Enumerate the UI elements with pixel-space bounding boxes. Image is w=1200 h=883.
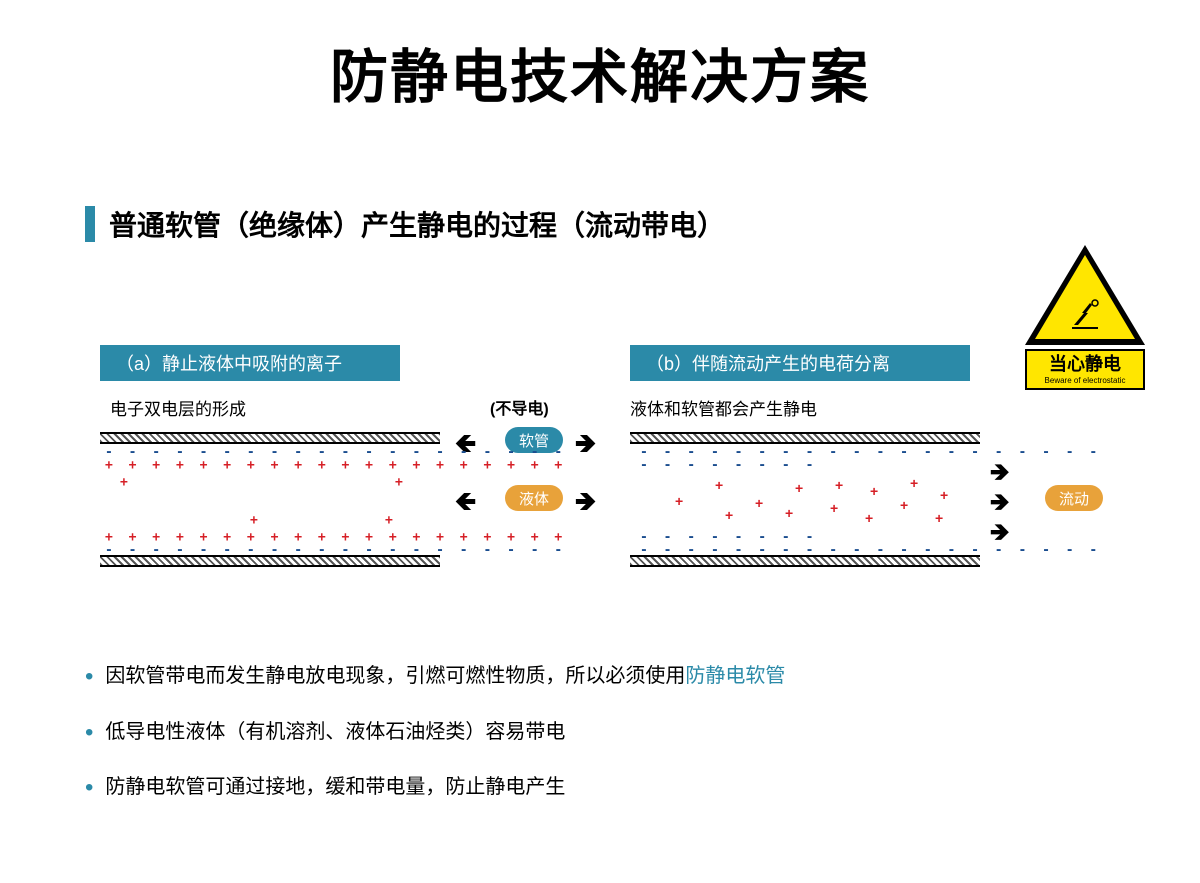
arrow-right-icon: 🡺 xyxy=(575,425,596,469)
charge-plus: + xyxy=(935,510,943,526)
section-accent-bar xyxy=(85,206,95,242)
charge-plus: + xyxy=(395,475,407,490)
arrow-left-icon: 🡸 xyxy=(455,483,476,527)
charge-plus: + xyxy=(120,475,132,490)
flow-pill: 流动 xyxy=(1045,485,1103,511)
charge-plus: + xyxy=(755,495,763,511)
bullet-text: 因软管带电而发生静电放电现象，引燃可燃性物质，所以必须使用 xyxy=(105,665,685,687)
column-b-header: （b）伴随流动产生的电荷分离 xyxy=(630,345,970,381)
charge-plus: + xyxy=(900,497,908,513)
charge-plus: + xyxy=(795,480,803,496)
section-header: 普通软管（绝缘体）产生静电的过程（流动带电） xyxy=(85,204,1200,244)
diagram-area: （a）静止液体中吸附的离子 （b）伴随流动产生的电荷分离 电子双电层的形成 液体… xyxy=(85,345,1145,605)
charge-plus: + xyxy=(385,513,397,528)
bullet-item: 因软管带电而发生静电放电现象，引燃可燃性物质，所以必须使用防静电软管 xyxy=(85,660,1115,694)
charge-plus: + xyxy=(870,483,878,499)
charge-row-minus: - - - - - - - - - - - - - - - - - - - - xyxy=(105,543,566,558)
bullet-list: 因软管带电而发生静电放电现象，引燃可燃性物质，所以必须使用防静电软管 低导电性液… xyxy=(85,660,1115,827)
charge-plus: + xyxy=(250,513,262,528)
charge-plus: + xyxy=(835,477,843,493)
bullet-item: 低导电性液体（有机溶剂、液体石油烃类）容易带电 xyxy=(85,716,1115,750)
charge-plus: + xyxy=(675,493,683,509)
arrow-right-icon: 🡺 xyxy=(575,483,596,527)
column-a-caption: 电子双电层的形成 xyxy=(110,395,246,420)
bullet-text: 防静电软管可通过接地，缓和带电量，防止静电产生 xyxy=(105,771,565,803)
tube-wall xyxy=(100,432,440,444)
charge-row-minus: - - - - - - - - - - - - - - - - - - - - xyxy=(640,543,1101,558)
charge-plus: + xyxy=(940,487,948,503)
charge-plus-cloud: ++++++++++++++ xyxy=(675,475,965,525)
charge-plus: + xyxy=(785,505,793,521)
electrostatic-icon xyxy=(1068,299,1102,333)
bullet-text: 低导电性液体（有机溶剂、液体石油烃类）容易带电 xyxy=(105,716,565,748)
charge-plus: + xyxy=(725,507,733,523)
charge-plus: + xyxy=(865,510,873,526)
column-b-caption: 液体和软管都会产生静电 xyxy=(630,395,817,420)
bullet-item: 防静电软管可通过接地，缓和带电量，防止静电产生 xyxy=(85,771,1115,805)
tube-wall xyxy=(630,432,980,444)
charge-row-minus: - - - - - - - - xyxy=(640,458,817,473)
charge-plus: + xyxy=(715,477,723,493)
charge-row-plus: + + + + + + + + + + + + + + + + + + + + xyxy=(105,458,566,473)
page-title: 防静电技术解决方案 xyxy=(0,0,1200,114)
charge-plus: + xyxy=(830,500,838,516)
liquid-pill: 液体 xyxy=(505,485,563,511)
non-conductive-label: (不导电) xyxy=(490,395,549,419)
column-a-header: （a）静止液体中吸附的离子 xyxy=(100,345,400,381)
section-title: 普通软管（绝缘体）产生静电的过程（流动带电） xyxy=(109,204,725,244)
bullet-highlight: 防静电软管 xyxy=(685,665,785,687)
charge-plus: + xyxy=(910,475,918,491)
